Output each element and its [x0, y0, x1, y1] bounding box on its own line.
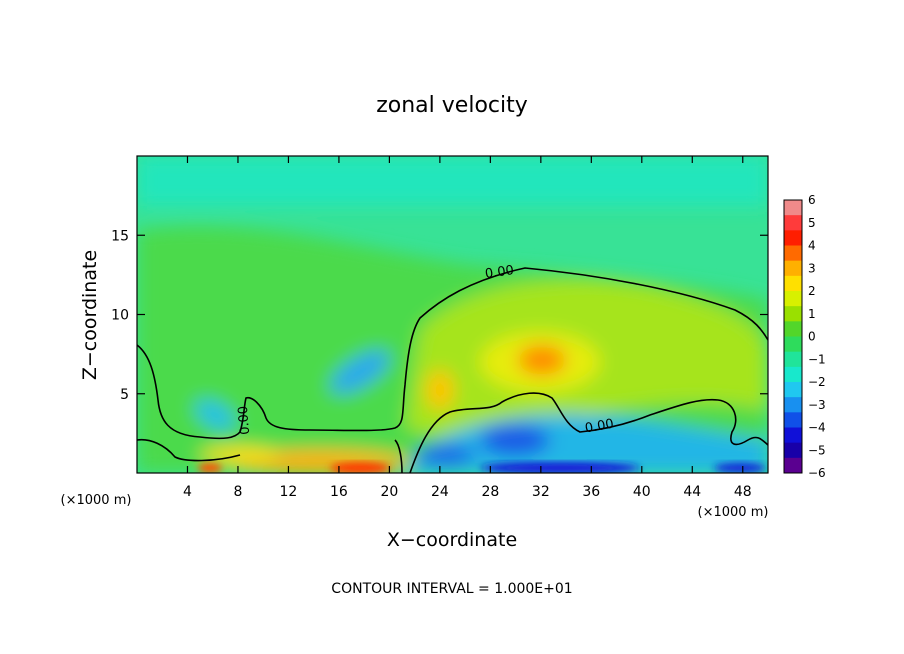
colorbar-swatch: [784, 306, 802, 322]
colorbar-swatch: [784, 230, 802, 246]
x-tick-label: 24: [431, 484, 449, 500]
colorbar-label: 3: [808, 261, 816, 275]
x-tick-label: 48: [734, 484, 752, 500]
colorbar-label: −3: [808, 398, 826, 412]
colorbar-label: −2: [808, 375, 826, 389]
y-tick-label: 10: [111, 308, 129, 324]
field-negative-core: [480, 424, 550, 456]
colorbar-label: 6: [808, 193, 816, 207]
colorbar-swatch: [784, 351, 802, 368]
colorbar-swatch: [784, 275, 802, 292]
colorbar-swatch: [784, 291, 802, 307]
x-ticks: 4 8 12 16 20 24 28 32 36 40 44 48: [183, 156, 752, 500]
colorbar-swatch: [784, 366, 802, 383]
x-tick-label: 36: [582, 484, 600, 500]
colorbar-swatch: [784, 457, 802, 474]
colorbar-label: 0: [808, 330, 816, 344]
colorbar-swatch: [784, 200, 802, 216]
contour-label-left: 0.00: [236, 405, 253, 435]
zero-contour-left-lower: [137, 438, 241, 462]
x-tick-label: 44: [683, 484, 701, 500]
zero-contour-upper: [137, 267, 768, 440]
colorbar-swatch: [784, 245, 802, 262]
x-tick-label: 16: [330, 484, 348, 500]
field-negative-spot-left: [195, 399, 235, 431]
plot-field: [137, 156, 768, 473]
zero-contour-mid-lower: [394, 439, 403, 473]
colorbar-label: −1: [808, 352, 826, 366]
contour-label-lower: 0.00: [584, 417, 615, 437]
contour-label-upper: 0.00: [484, 263, 515, 282]
contour-interval-note: CONTOUR INTERVAL = 1.000E+01: [331, 581, 572, 597]
colorbar-label: 1: [808, 307, 816, 321]
field-negative-streak: [330, 350, 390, 394]
colorbar-swatch: [784, 215, 802, 231]
colorbar-swatch: [784, 336, 802, 353]
x-tick-label: 8: [233, 484, 242, 500]
y-tick-label: 5: [120, 387, 129, 403]
x-tick-label: 32: [532, 484, 550, 500]
field-upper-band: [137, 156, 768, 206]
colorbar-swatch: [784, 427, 802, 444]
x-unit-right: (×1000 m): [698, 505, 769, 520]
y-axis-label: Z−coordinate: [79, 250, 101, 380]
field-negative-core-2: [415, 445, 475, 465]
colorbar-swatch: [784, 260, 802, 277]
x-tick-label: 40: [633, 484, 651, 500]
zero-contour-lower: [409, 392, 768, 473]
field-surface-min-2: [714, 463, 766, 473]
colorbar-frame: [783, 199, 803, 474]
x-tick-label: 12: [280, 484, 298, 500]
colorbar-label: 5: [808, 216, 816, 230]
colorbar-swatch: [784, 412, 802, 428]
field-surface-min: [480, 462, 640, 473]
y-tick-label: 15: [111, 228, 129, 244]
colorbar-label: −4: [808, 421, 826, 435]
x-tick-label: 20: [380, 484, 398, 500]
field-positive-spot: [426, 370, 454, 410]
field-surface-max-2: [198, 463, 222, 473]
field-surface-max: [330, 462, 390, 473]
colorbar-label: 4: [808, 239, 816, 253]
colorbar: 6 5 4 3 2 1 0 −1 −2 −3 −4 −5 −6: [783, 193, 826, 480]
chart-title: zonal velocity: [376, 93, 528, 118]
x-tick-label: 28: [481, 484, 499, 500]
x-unit-left: (×1000 m): [61, 493, 132, 508]
field-positive-core: [518, 345, 566, 375]
colorbar-swatch: [784, 321, 802, 337]
y-ticks: 5 10 15: [111, 228, 768, 403]
colorbar-label: −5: [808, 443, 826, 457]
colorbar-label: −6: [808, 466, 826, 480]
colorbar-swatch: [784, 442, 802, 459]
colorbar-label: 2: [808, 284, 816, 298]
x-axis-label: X−coordinate: [387, 529, 517, 551]
x-tick-label: 4: [183, 484, 192, 500]
colorbar-swatch: [784, 382, 802, 398]
colorbar-swatch: [784, 397, 802, 413]
